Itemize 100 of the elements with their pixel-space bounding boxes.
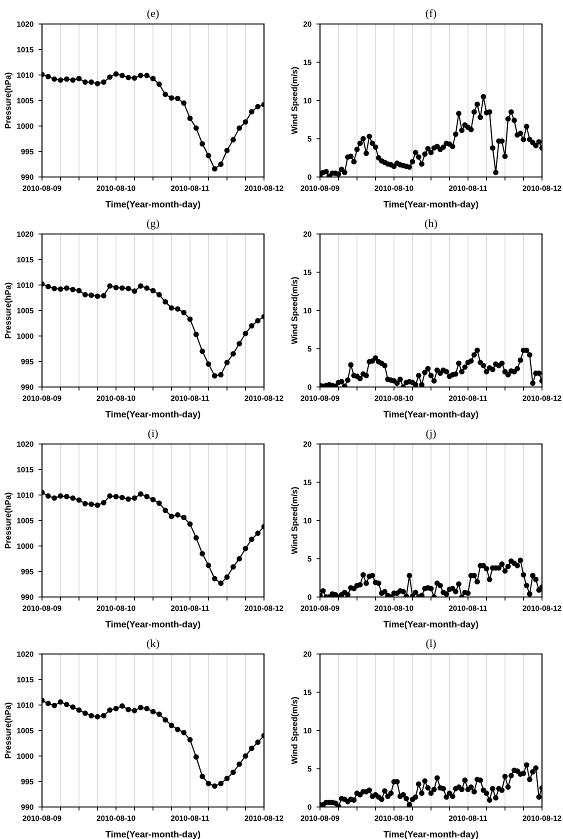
point — [206, 780, 212, 786]
chart-title: (e) — [147, 9, 159, 20]
point — [187, 316, 193, 322]
point — [156, 711, 162, 717]
point — [162, 92, 168, 98]
point — [138, 491, 144, 497]
point — [64, 285, 70, 291]
point — [70, 77, 76, 83]
point — [88, 501, 94, 507]
point — [88, 292, 94, 298]
point — [64, 702, 70, 708]
point — [100, 293, 106, 298]
point — [45, 493, 51, 499]
point — [181, 310, 187, 316]
point — [58, 286, 64, 292]
point — [230, 770, 236, 776]
point — [218, 162, 224, 167]
point — [224, 148, 230, 154]
chart-title: (g) — [147, 219, 159, 230]
x-axis-title: Time(Year-month-day) — [384, 410, 478, 420]
point — [76, 288, 82, 294]
point — [113, 494, 119, 500]
point — [88, 79, 94, 85]
point — [52, 495, 58, 501]
point — [255, 104, 261, 110]
point — [144, 285, 150, 291]
point — [187, 116, 193, 122]
point — [193, 535, 199, 541]
y-axis-title: Pressure(hPa) — [4, 492, 13, 548]
chart-title: (i) — [148, 429, 158, 440]
point — [193, 125, 199, 131]
point — [206, 361, 212, 367]
point — [200, 141, 206, 147]
point — [168, 95, 174, 101]
point — [45, 284, 51, 290]
point — [119, 285, 125, 291]
point — [212, 783, 218, 789]
point — [200, 774, 206, 780]
x-axis-title: Time(Year-month-day) — [106, 830, 200, 839]
point — [174, 96, 180, 102]
point — [58, 493, 64, 499]
point — [58, 699, 64, 705]
point — [236, 340, 242, 346]
x-axis-title: Time(Year-month-day) — [384, 200, 478, 210]
point — [70, 704, 76, 710]
point — [156, 500, 162, 506]
point — [150, 708, 156, 714]
y-axis-title: Pressure(hPa) — [4, 702, 13, 758]
point — [218, 780, 224, 786]
point — [156, 292, 162, 298]
point — [248, 109, 254, 114]
point — [212, 166, 218, 172]
point — [64, 76, 70, 82]
point — [94, 80, 100, 86]
point — [255, 530, 261, 536]
point — [144, 706, 150, 712]
point — [193, 332, 199, 338]
point — [230, 137, 236, 142]
point — [107, 493, 113, 499]
point — [206, 152, 212, 158]
point — [236, 761, 242, 767]
point — [150, 496, 156, 502]
point — [144, 72, 150, 78]
point — [138, 72, 144, 78]
point — [107, 283, 113, 289]
point — [174, 306, 180, 312]
point — [132, 708, 138, 714]
point — [200, 348, 206, 354]
point — [100, 79, 106, 85]
point — [162, 717, 168, 722]
point — [88, 713, 94, 718]
point — [168, 514, 174, 520]
point — [94, 502, 100, 508]
chart-title: (k) — [147, 639, 159, 650]
chart-title: (l) — [426, 639, 436, 650]
point — [132, 495, 138, 501]
y-axis-title: Wind Speed(m/s) — [291, 697, 300, 764]
x-axis-title: Time(Year-month-day) — [106, 410, 200, 420]
point — [126, 74, 132, 80]
point — [224, 574, 230, 580]
point — [242, 546, 248, 552]
point — [236, 125, 242, 131]
point — [181, 100, 187, 106]
x-axis-title: Time(Year-month-day) — [384, 620, 478, 630]
point — [107, 74, 113, 80]
point — [212, 576, 218, 582]
point — [181, 730, 187, 736]
point — [82, 500, 88, 506]
point — [76, 76, 82, 82]
point — [132, 75, 138, 81]
point — [242, 753, 248, 759]
y-axis-title: Pressure(hPa) — [4, 72, 13, 128]
x-axis-title: Time(Year-month-day) — [384, 830, 478, 839]
point — [248, 536, 254, 542]
point — [150, 76, 156, 82]
point — [212, 373, 218, 378]
point — [248, 323, 254, 329]
chart-title: (h) — [425, 219, 437, 230]
y-axis-title: Wind Speed(m/s) — [291, 67, 300, 134]
point — [224, 360, 230, 366]
